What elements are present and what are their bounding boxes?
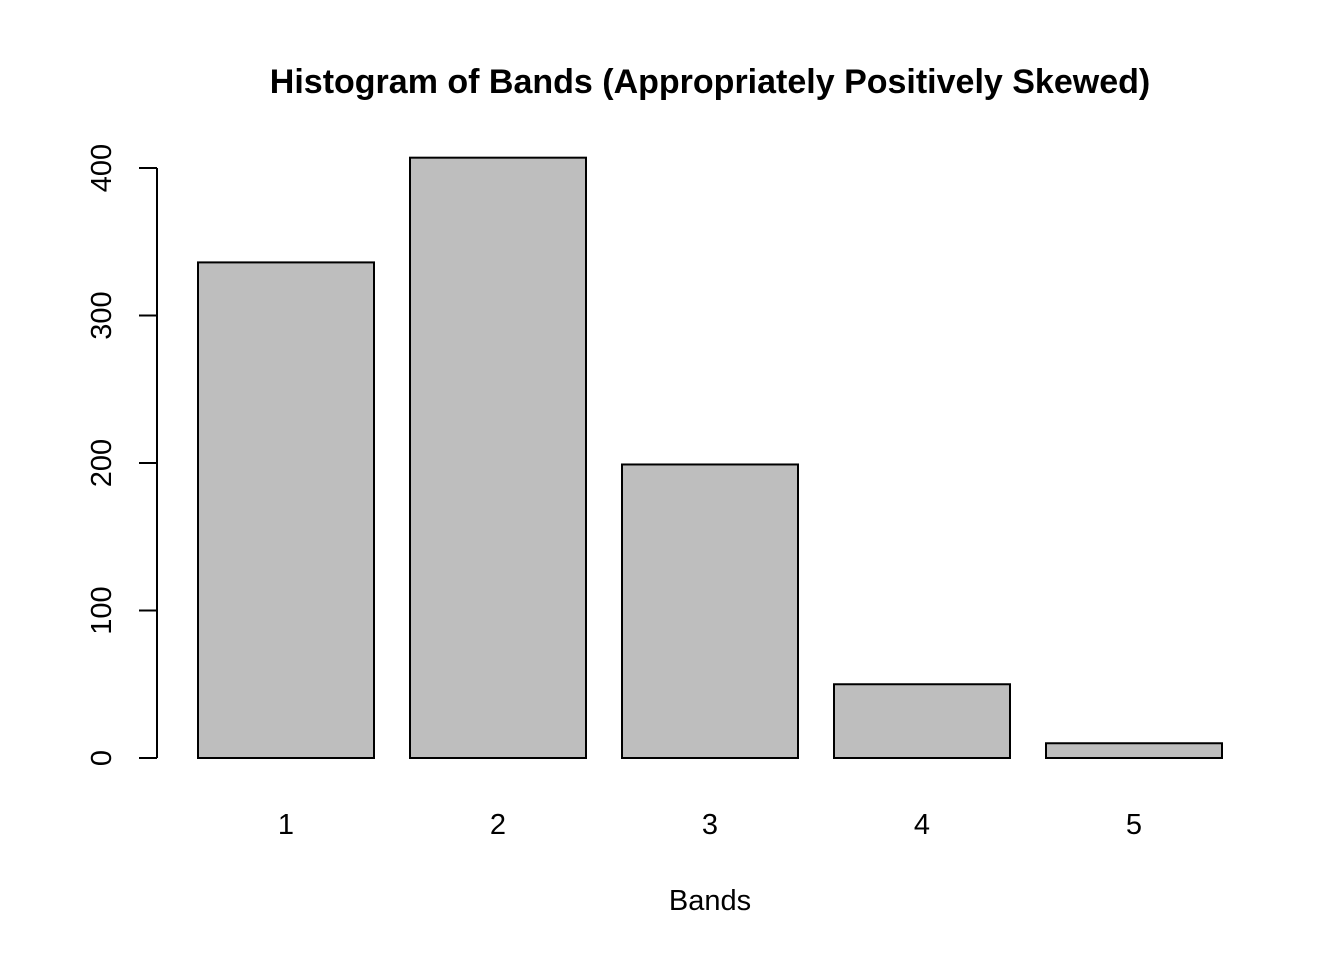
y-tick-label: 0 (86, 750, 118, 766)
x-tick-label: 5 (1126, 809, 1142, 841)
bars (197, 156, 1223, 760)
y-tick-label: 300 (86, 291, 118, 339)
bar-5 (1045, 742, 1223, 759)
y-tick-label: 100 (86, 586, 118, 634)
bar-1 (197, 261, 375, 759)
x-tick-labels: 1 2 3 4 5 (278, 809, 1142, 841)
x-axis-label: Bands (669, 885, 751, 917)
x-tick-label: 1 (278, 809, 294, 841)
chart-title: Histogram of Bands (Appropriately Positi… (270, 63, 1150, 101)
x-tick-label: 4 (914, 809, 930, 841)
bar-4 (833, 683, 1011, 759)
bar-2 (409, 156, 587, 760)
y-tick-label: 400 (86, 144, 118, 192)
x-tick-label: 3 (702, 809, 718, 841)
bar-3 (621, 463, 799, 759)
y-tick-label: 200 (86, 439, 118, 487)
y-axis: 0 100 200 300 400 (86, 144, 158, 766)
x-tick-label: 2 (490, 809, 506, 841)
